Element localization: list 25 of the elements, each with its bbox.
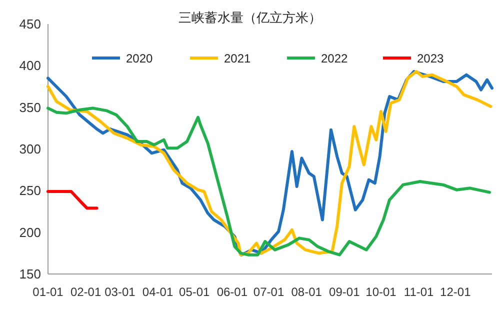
x-tick-label: 02-01: [70, 285, 102, 299]
x-tick-label: 07-01: [253, 285, 284, 299]
x-tick-label: 06-01: [216, 285, 248, 299]
y-tick-label: 300: [19, 142, 41, 156]
legend-label: 2023: [417, 52, 444, 66]
legend-label: 2020: [126, 52, 154, 66]
x-tick-label: 08-01: [291, 285, 322, 299]
x-tick-label: 04-01: [142, 285, 174, 299]
x-tick-label: 05-01: [179, 285, 210, 299]
legend-label: 2021: [224, 52, 252, 66]
legend-label: 2022: [321, 52, 348, 66]
y-tick-label: 200: [19, 224, 41, 240]
y-tick-label: 250: [19, 183, 41, 198]
y-tick-label: 350: [19, 100, 41, 115]
x-tick-label: 09-01: [329, 285, 360, 299]
chart-title: 三峡蓄水量（亿立方米）: [178, 10, 322, 25]
y-tick-label: 400: [19, 58, 41, 74]
x-tick-label: 03-01: [104, 285, 136, 299]
x-tick-label: 12-01: [440, 285, 472, 299]
x-tick-label: 10-01: [366, 285, 397, 299]
x-tick-label: 01-01: [32, 285, 64, 299]
line-series: [46, 106, 492, 256]
x-tick-label: 11-01: [404, 285, 434, 299]
y-tick-label: 450: [19, 16, 41, 32]
y-tick-label: 150: [19, 266, 41, 282]
